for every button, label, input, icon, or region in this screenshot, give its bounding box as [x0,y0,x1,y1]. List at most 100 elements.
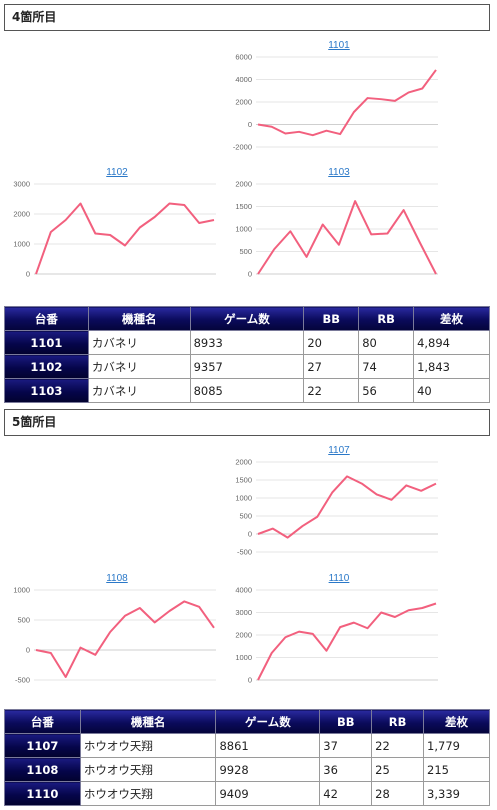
chart-1101: 1101 6000 4000 2000 0 -2000 [226,40,452,152]
line-chart: 4000 3000 2000 1000 0 [235,586,438,685]
bb-count: 20 [303,330,360,355]
rb-count: 22 [371,733,425,758]
table-row: 1110 ホウオウ天翔 9409 42 28 3,339 [4,781,490,806]
series-line [35,600,215,678]
machine-number: 1107 [4,733,81,758]
y-tick-label: 0 [248,676,252,685]
y-tick-label: 0 [248,270,252,279]
chart-title-link[interactable]: 1103 [328,167,350,178]
y-tick-label: 1000 [13,240,30,249]
col-header: 差枚 [423,709,490,734]
y-tick-label: 1000 [235,653,252,662]
y-tick-label: 0 [248,120,252,129]
col-header: 機種名 [79,709,217,734]
chart-1107: 1107 2000 1500 1000 500 0 -500 [226,445,452,557]
series-line [257,602,437,681]
series-line [35,202,215,275]
line-chart: 2000 1500 1000 500 0 -500 [235,458,438,557]
medal-diff: 215 [423,757,490,782]
machine-model: ホウオウ天翔 [79,781,217,806]
rb-count: 56 [358,378,415,403]
col-header: 台番 [4,709,81,734]
game-count: 8085 [189,378,305,403]
machine-number: 1101 [4,330,89,355]
y-tick-label: 500 [17,616,30,625]
line-chart: 6000 4000 2000 0 -2000 [233,53,438,152]
series-line [257,69,437,137]
chart-1110: 1110 4000 3000 2000 1000 0 [226,573,452,685]
y-tick-label: 500 [239,512,252,521]
game-count: 8933 [189,330,305,355]
bb-count: 37 [319,733,373,758]
y-tick-label: 1000 [235,494,252,503]
y-tick-label: 3000 [235,608,252,617]
y-tick-label: 500 [239,247,252,256]
rb-count: 80 [358,330,415,355]
medal-diff: 4,894 [413,330,490,355]
y-tick-label: 0 [26,270,30,279]
col-header: 台番 [4,306,89,331]
bb-count: 27 [303,354,360,379]
machine-model: カバネリ [87,330,191,355]
y-tick-label: 2000 [13,210,30,219]
y-tick-label: -2000 [233,143,252,152]
rb-count: 25 [371,757,425,782]
y-tick-label: 1000 [235,225,252,234]
y-tick-label: 4000 [235,586,252,595]
medal-diff: 3,339 [423,781,490,806]
table-row: 1102 カバネリ 9357 27 74 1,843 [4,354,490,379]
line-chart: 1000 500 0 -500 [13,586,216,685]
data-table-4: 台番 機種名 ゲーム数 BB RB 差枚 1101 カバネリ 8933 20 8… [4,306,490,403]
bb-count: 42 [319,781,373,806]
col-header: ゲーム数 [189,306,305,331]
bb-count: 22 [303,378,360,403]
rb-count: 74 [358,354,415,379]
game-count: 8861 [215,733,321,758]
table-row: 1101 カバネリ 8933 20 80 4,894 [4,330,490,355]
medal-diff: 1,843 [413,354,490,379]
table-row: 1107 ホウオウ天翔 8861 37 22 1,779 [4,733,490,758]
section-header-4: 4箇所目 [4,4,490,31]
y-tick-label: 0 [248,530,252,539]
chart-title-link[interactable]: 1110 [328,573,350,584]
game-count: 9357 [189,354,305,379]
machine-number: 1103 [4,378,89,403]
machine-model: カバネリ [87,378,191,403]
col-header: 差枚 [413,306,490,331]
y-tick-label: 2000 [235,180,252,189]
section-header-5: 5箇所目 [4,409,490,436]
bb-count: 36 [319,757,373,782]
machine-model: ホウオウ天翔 [79,757,217,782]
col-header: BB [319,709,373,734]
chart-title-link[interactable]: 1108 [106,573,128,584]
game-count: 9928 [215,757,321,782]
data-table-5: 台番 機種名 ゲーム数 BB RB 差枚 1107 ホウオウ天翔 8861 37… [4,709,490,806]
chart-title-link[interactable]: 1107 [328,445,350,456]
col-header: 機種名 [87,306,191,331]
chart-1108: 1108 1000 500 0 -500 [4,573,230,685]
y-tick-label: 2000 [235,98,252,107]
machine-number: 1108 [4,757,81,782]
y-tick-label: 3000 [13,180,30,189]
y-tick-label: 1500 [235,476,252,485]
series-line [257,200,437,275]
y-tick-label: -500 [237,548,252,557]
y-tick-label: 4000 [235,75,252,84]
chart-title-link[interactable]: 1102 [106,167,128,178]
col-header: ゲーム数 [215,709,321,734]
table-header-row: 台番 機種名 ゲーム数 BB RB 差枚 [4,306,490,331]
machine-number: 1102 [4,354,89,379]
y-tick-label: -500 [15,676,30,685]
machine-model: カバネリ [87,354,191,379]
table-row: 1103 カバネリ 8085 22 56 40 [4,378,490,403]
medal-diff: 1,779 [423,733,490,758]
y-tick-label: 2000 [235,631,252,640]
machine-model: ホウオウ天翔 [79,733,217,758]
col-header: BB [303,306,360,331]
chart-title-link[interactable]: 1101 [328,40,350,51]
y-tick-label: 0 [26,646,30,655]
machine-number: 1110 [4,781,81,806]
chart-1103: 1103 2000 1500 1000 500 0 [226,167,452,279]
y-tick-label: 2000 [235,458,252,467]
table-row: 1108 ホウオウ天翔 9928 36 25 215 [4,757,490,782]
